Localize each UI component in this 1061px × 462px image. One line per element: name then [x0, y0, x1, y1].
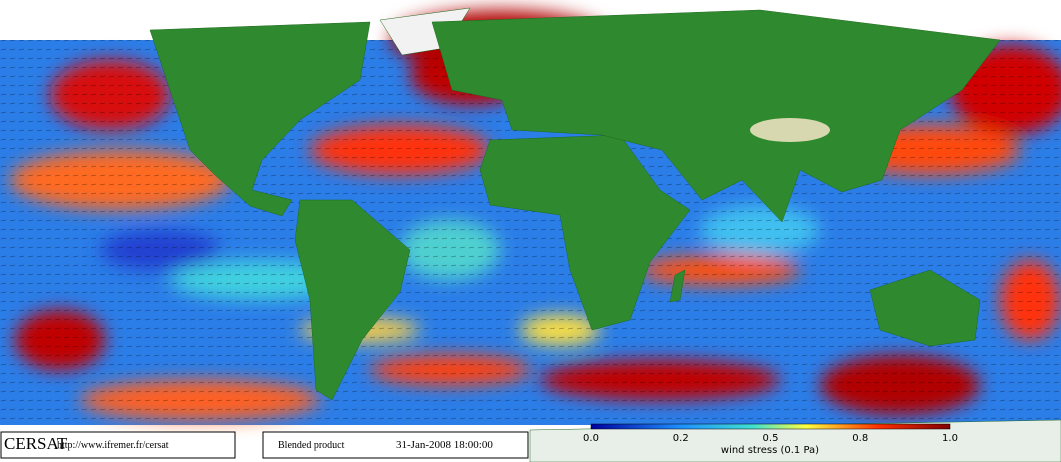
africa — [479, 134, 691, 331]
australia — [869, 269, 981, 347]
info-box — [262, 431, 529, 459]
colorbar-tick-label: 0.8 — [852, 433, 868, 444]
url: http://www.ifremer.fr/cersat — [57, 440, 169, 451]
madagascar — [669, 269, 686, 303]
colorbar-tick-label: 0.5 — [763, 433, 779, 444]
logo-box — [0, 431, 236, 459]
colorbar-tick-label: 0.2 — [673, 433, 689, 444]
land — [149, 7, 1061, 462]
north-america — [149, 21, 371, 217]
colorbar — [590, 423, 951, 430]
logo: CERSAT — [4, 434, 68, 453]
south-america — [294, 199, 411, 401]
colorbar-label: wind stress (0.1 Pa) — [721, 445, 819, 456]
eurasia — [431, 9, 1001, 223]
colorbar-ticks: 0.0 0.2 0.5 0.8 1.0 — [583, 433, 958, 444]
tibet — [750, 118, 830, 142]
footer: CERSAT http://www.ifremer.fr/cersat Blen… — [0, 423, 958, 459]
antarctica — [529, 419, 1061, 462]
timestamp: 31-Jan-2008 18:00:00 — [396, 439, 493, 451]
colorbar-tick-label: 1.0 — [942, 433, 958, 444]
product: Blended product — [278, 440, 345, 451]
colorbar-tick-label: 0.0 — [583, 433, 599, 444]
